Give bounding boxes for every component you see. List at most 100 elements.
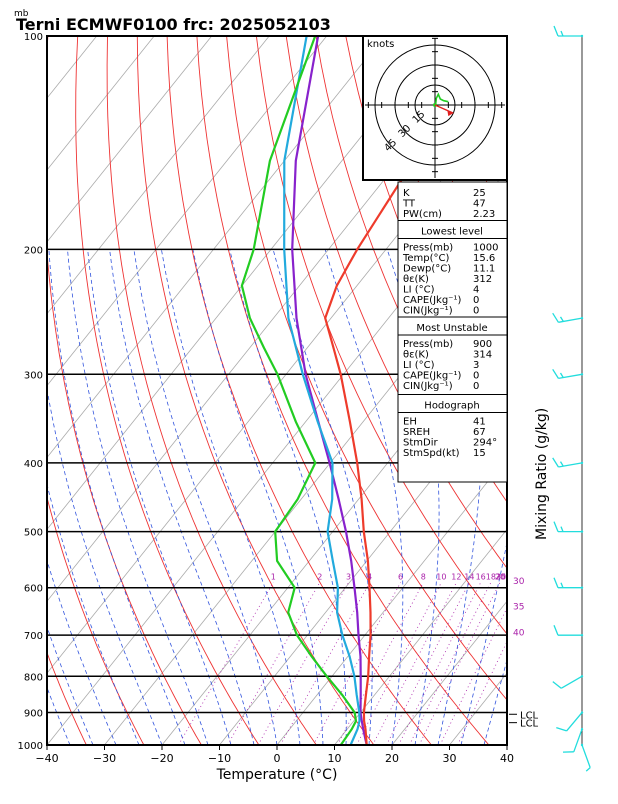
- wind-barb-flag: [561, 373, 564, 378]
- mixing-ratio-label: 12: [451, 573, 461, 582]
- wind-barb-staff: [574, 729, 582, 752]
- isotherm-line: [0, 36, 97, 745]
- isotherm-line: [105, 36, 618, 745]
- wind-barb-base: [581, 711, 583, 713]
- wind-barb-flag: [554, 26, 558, 36]
- moist-adiabat-line: [0, 249, 47, 745]
- isotherm-line: [565, 36, 618, 745]
- isotherm-line: [47, 36, 614, 745]
- moist-adiabat-label: 40: [513, 629, 525, 639]
- x-axis-title: Temperature (°C): [216, 767, 338, 783]
- hodograph-box-value: 294°: [473, 438, 497, 449]
- lowest-level-value: 0: [473, 295, 479, 306]
- dry-adiabat-line: [584, 36, 618, 745]
- y-tick-label: 700: [24, 631, 43, 642]
- most-unstable-label: θε(K): [403, 350, 429, 361]
- most-unstable-value: 0: [473, 371, 479, 382]
- x-tick-label: 30: [443, 752, 457, 765]
- wind-barb-flag: [561, 462, 564, 467]
- most-unstable-label: Press(mb): [403, 339, 453, 350]
- x-tick-label: −40: [35, 752, 58, 765]
- moist-adiabat-line: [15, 249, 140, 745]
- moist-adiabat-label: 35: [513, 603, 524, 613]
- index-label: K: [403, 188, 410, 199]
- y-tick-label: 500: [24, 528, 43, 539]
- wind-barb-staff: [582, 745, 590, 768]
- lowest-level-value: 11.1: [473, 264, 495, 275]
- moist-adiabat-line: [88, 249, 231, 745]
- index-table: K 25 TT 47 PW(cm) 2.23 Lowest level Press(mb) 10…: [398, 182, 507, 482]
- mixing-ratio-label: 3: [346, 573, 351, 582]
- wind-barb-base: [581, 634, 583, 636]
- hodograph-box-value: 41: [473, 417, 486, 428]
- lowest-level-value: 312: [473, 274, 492, 285]
- mixing-ratio-label: 14: [464, 573, 474, 582]
- index-value: 47: [473, 199, 486, 210]
- mixing-ratio-label: 16: [476, 573, 486, 582]
- index-label: PW(cm): [403, 209, 442, 220]
- lowest-level-label: θε(K): [403, 274, 429, 285]
- hodograph-box-label: StmSpd(kt): [403, 448, 460, 459]
- most-unstable-value: 900: [473, 339, 492, 350]
- wind-barb-base: [581, 530, 583, 532]
- moist-adiabat-line: [193, 249, 323, 745]
- x-tick-label: −20: [150, 752, 173, 765]
- wind-barb-base: [581, 587, 583, 589]
- wind-barb-base: [581, 728, 583, 730]
- hodograph-box-header: Hodograph: [424, 401, 479, 412]
- lowest-level-label: CIN(Jkg⁻¹): [403, 306, 453, 317]
- wind-barb-flag: [553, 369, 559, 378]
- moist-adiabat-line: [134, 249, 277, 745]
- moist-adiabat-line: [110, 249, 254, 745]
- wind-barb-base: [581, 373, 583, 375]
- mixing-ratio-line: [258, 583, 349, 746]
- lowest-level-header: Lowest level: [421, 227, 483, 238]
- moist-adiabat-line: [0, 249, 116, 745]
- wind-barb-flag: [554, 625, 558, 635]
- most-unstable-value: 0: [473, 381, 479, 392]
- x-tick-label: 20: [385, 752, 399, 765]
- wetbulb-line: [284, 36, 359, 745]
- wind-barb-flag: [561, 31, 563, 36]
- index-value: 25: [473, 188, 486, 199]
- wind-barb-flag: [586, 768, 590, 772]
- wind-barb-base: [581, 744, 583, 746]
- mixing-ratio-label: 6: [398, 573, 403, 582]
- index-label: TT: [402, 199, 416, 210]
- dry-adiabat-line: [525, 36, 618, 745]
- mixing-ratio-label: 2: [317, 573, 322, 582]
- x-tick-label: 40: [500, 752, 514, 765]
- y-tick-label: 600: [24, 584, 43, 595]
- moist-adiabat-line: [49, 249, 185, 745]
- y-tick-label: 200: [24, 245, 43, 256]
- hodograph-box-value: 15: [473, 448, 486, 459]
- lowest-level-label: Press(mb): [403, 243, 453, 254]
- most-unstable-label: LI (°C): [403, 360, 435, 371]
- wind-barb-flag: [553, 458, 559, 467]
- dry-adiabat-line: [614, 36, 618, 745]
- isotherm-line: [507, 36, 618, 745]
- x-tick-label: −10: [208, 752, 231, 765]
- wind-barb-base: [581, 317, 583, 319]
- wind-barb-staff: [567, 713, 582, 731]
- most-unstable-label: CIN(Jkg⁻¹): [403, 381, 453, 392]
- moist-adiabat-line: [507, 249, 618, 745]
- lowest-level-label: LI (°C): [403, 285, 435, 296]
- dry-adiabat-line: [137, 36, 374, 745]
- wind-barb-flag: [561, 527, 563, 532]
- lowest-level-value: 1000: [473, 243, 498, 254]
- lowest-level-label: CAPE(Jkg⁻¹): [403, 295, 461, 306]
- index-value: 2.23: [473, 209, 495, 220]
- y-tick-label: 900: [24, 709, 43, 720]
- dry-adiabat-line: [107, 36, 316, 745]
- mixing-ratio-line: [228, 583, 320, 746]
- wind-barb-flag: [561, 583, 563, 588]
- moist-adiabat-line: [0, 249, 70, 745]
- wind-barb-base: [581, 462, 583, 464]
- mixing-ratio-label: 8: [421, 573, 426, 582]
- wind-barb-flag: [561, 317, 564, 322]
